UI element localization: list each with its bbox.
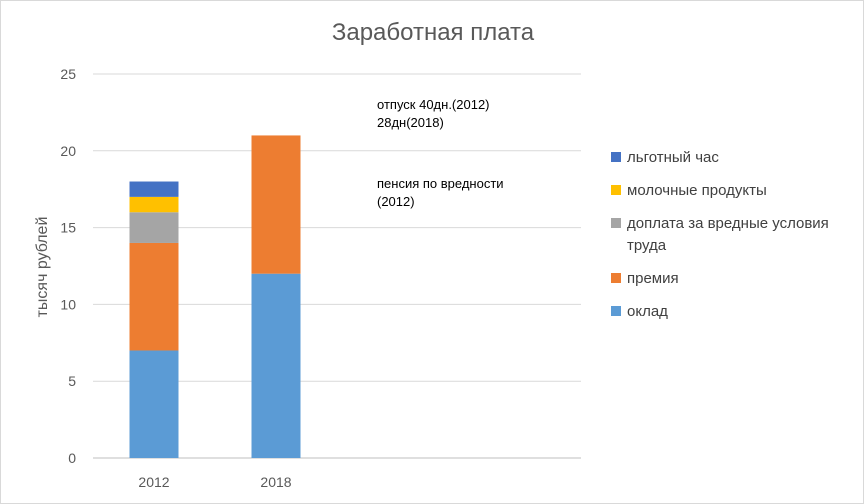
y-tick-label: 15 bbox=[60, 220, 76, 236]
legend-label: оклад bbox=[627, 303, 668, 320]
legend-label: доплата за вредные условия труда bbox=[627, 215, 829, 254]
legend-label: льготный час bbox=[627, 149, 719, 166]
legend-item: оклад bbox=[611, 301, 861, 323]
annotation-pension: пенсия по вредности (2012) bbox=[377, 175, 504, 211]
x-tick-label: 2018 bbox=[260, 474, 291, 490]
y-tick-label: 10 bbox=[60, 296, 76, 312]
legend-swatch bbox=[611, 152, 621, 162]
legend-swatch bbox=[611, 218, 621, 228]
bar-2012-series-4 bbox=[129, 181, 179, 197]
annotation-line: 28дн(2018) bbox=[377, 115, 444, 130]
annotation-line: отпуск 40дн.(2012) bbox=[377, 97, 490, 112]
legend-swatch bbox=[611, 306, 621, 316]
x-tick-label: 2012 bbox=[138, 474, 169, 490]
bar-2012-series-2 bbox=[129, 212, 179, 243]
legend: льготный час молочные продукты доплата за … bbox=[611, 147, 861, 334]
bar-2012-series-0 bbox=[129, 350, 179, 458]
legend-label: премия bbox=[627, 270, 679, 287]
bar-2012-series-3 bbox=[129, 196, 179, 213]
bar-2018-series-0 bbox=[251, 273, 301, 458]
annotation-line: пенсия по вредности bbox=[377, 176, 504, 191]
y-tick-label: 25 bbox=[60, 66, 76, 82]
legend-item: доплата за вредные условия труда bbox=[611, 213, 861, 257]
chart-title: Заработная плата bbox=[331, 19, 535, 46]
bar-2012-series-1 bbox=[129, 242, 179, 351]
y-tick-label: 5 bbox=[68, 373, 76, 389]
legend-item: молочные продукты bbox=[611, 180, 861, 202]
legend-item: льготный час bbox=[611, 147, 861, 169]
annotation-vacation: отпуск 40дн.(2012) 28дн(2018) bbox=[377, 96, 490, 132]
legend-item: премия bbox=[611, 268, 861, 290]
bar-2018-series-1 bbox=[251, 135, 301, 274]
legend-label: молочные продукты bbox=[627, 182, 767, 199]
y-tick-label: 0 bbox=[68, 450, 76, 466]
annotation-line: (2012) bbox=[377, 194, 415, 209]
legend-swatch bbox=[611, 185, 621, 195]
y-tick-label: 20 bbox=[60, 143, 76, 159]
legend-swatch bbox=[611, 273, 621, 283]
